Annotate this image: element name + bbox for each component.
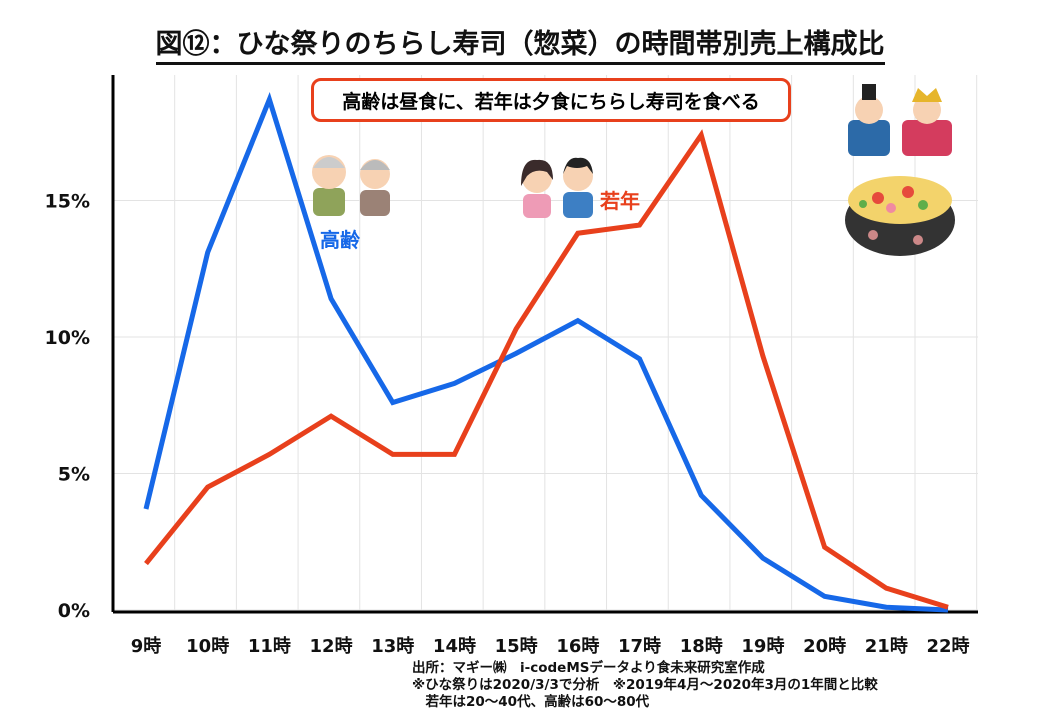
x-tick-label: 13時 — [371, 636, 414, 657]
x-tick-label: 11時 — [248, 636, 291, 657]
chirashi-sushi-illustration — [845, 176, 955, 256]
x-tick-label: 18時 — [680, 636, 723, 657]
x-tick-label: 16時 — [556, 636, 599, 657]
elderly-people-illustration — [312, 155, 390, 216]
x-tick-label: 19時 — [741, 636, 784, 657]
x-tick-label: 17時 — [618, 636, 661, 657]
x-tick-label: 9時 — [131, 636, 162, 657]
chart-title: 図⑫：ひな祭りのちらし寿司（惣菜）の時間帯別売上構成比 — [0, 22, 1040, 65]
source-footer: 出所：マギー㈱ i-codeMSデータより食未来研究室作成 ※ひな祭りは2020… — [412, 660, 878, 710]
y-tick-label: 5% — [58, 464, 90, 486]
y-tick-label: 0% — [58, 600, 90, 622]
annotation-callout: 高齢は昼食に、若年は夕食にちらし寿司を食べる — [311, 78, 791, 122]
x-tick-label: 20時 — [803, 636, 846, 657]
x-tick-label: 14時 — [433, 636, 476, 657]
young-people-illustration — [521, 157, 593, 218]
x-tick-label: 12時 — [310, 636, 353, 657]
x-tick-label: 15時 — [495, 636, 538, 657]
hina-dolls-illustration — [848, 84, 952, 156]
y-tick-label: 15% — [45, 191, 90, 213]
series-line-young — [144, 129, 949, 610]
series-label-young: 若年 — [600, 189, 640, 213]
x-tick-label: 21時 — [865, 636, 908, 657]
x-tick-label: 22時 — [926, 636, 969, 657]
y-tick-label: 10% — [45, 327, 90, 349]
x-tick-label: 10時 — [186, 636, 229, 657]
series-line-elderly — [143, 92, 949, 613]
series-label-elderly: 高齢 — [320, 228, 360, 252]
